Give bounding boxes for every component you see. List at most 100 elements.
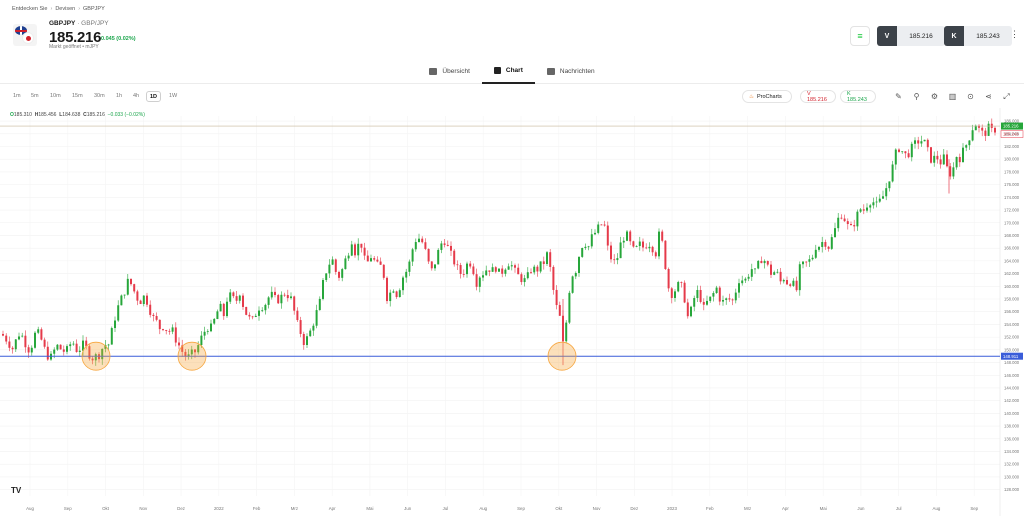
candle-body: [782, 280, 785, 282]
pen-icon[interactable]: ✎: [895, 92, 902, 101]
candle-body: [251, 316, 254, 318]
ticker-pair: GBP/JPY: [81, 20, 109, 27]
candle-body: [75, 343, 78, 352]
price-tick-label: 140.000: [1004, 411, 1020, 416]
timeframe-1h[interactable]: 1h: [116, 93, 123, 99]
buy-button[interactable]: K 185.243: [944, 26, 1012, 46]
sell-label: V: [877, 26, 897, 46]
tab-news-label: Nachrichten: [559, 67, 595, 75]
chart-type-icon[interactable]: ▥: [948, 92, 957, 101]
candle-body: [82, 340, 84, 351]
timeframe-30m[interactable]: 30m: [94, 93, 105, 99]
candle-body: [699, 289, 702, 302]
candle-body: [677, 282, 680, 292]
timeframe-1m[interactable]: 1m: [13, 93, 21, 99]
time-tick-label: Aug: [26, 506, 34, 511]
breadcrumb-separator-icon: ›: [78, 6, 81, 12]
price-tick-label: 136.000: [1004, 436, 1020, 441]
candle-body: [965, 145, 968, 148]
candle-body: [514, 265, 516, 268]
price-tick-label: 132.000: [1004, 462, 1020, 467]
breadcrumb-item-discover[interactable]: Entdecken Sie: [12, 6, 48, 12]
buy-price-tag-label: 185.243: [1003, 132, 1019, 137]
candle-body: [894, 149, 897, 165]
candle-body: [386, 277, 388, 302]
candle-body: [770, 264, 772, 275]
japan-flag-icon: [22, 32, 34, 44]
candle-body: [955, 156, 958, 168]
timeframe-1d[interactable]: 1D: [146, 91, 162, 102]
candle-body: [165, 330, 168, 331]
candle-body: [613, 259, 616, 261]
time-tick-label: Jun: [857, 506, 865, 511]
candle-body: [136, 291, 139, 301]
candle-body: [504, 269, 507, 274]
candle-body: [930, 147, 932, 163]
time-tick-label: Sep: [64, 506, 72, 511]
candle-body: [18, 336, 20, 340]
candle-body: [331, 259, 334, 265]
buy-pill-button[interactable]: K 185.243: [840, 90, 876, 103]
settings-icon[interactable]: ⚙: [930, 92, 939, 101]
price-tick-label: 134.000: [1004, 449, 1020, 454]
candle-body: [354, 244, 356, 256]
watchlist-add-button[interactable]: ≡: [850, 26, 870, 46]
candle-body: [203, 331, 206, 336]
candle-body: [958, 156, 961, 163]
indicators-icon[interactable]: ⚲: [913, 92, 920, 101]
candle-body: [859, 209, 862, 212]
buy-label: K: [944, 26, 964, 46]
timeframe-1w[interactable]: 1W: [169, 93, 178, 99]
candle-body: [488, 270, 491, 272]
candle-body: [485, 270, 488, 276]
breadcrumb-item-current: GBPJPY: [83, 6, 105, 12]
sell-button[interactable]: V 185.216: [877, 26, 945, 46]
more-options-icon[interactable]: ⋮: [1010, 29, 1019, 39]
share-icon[interactable]: ⋖: [985, 92, 992, 101]
candle-body: [952, 167, 955, 177]
candle-body: [994, 127, 996, 133]
candle-body: [824, 242, 827, 247]
flame-icon: ♨: [749, 93, 754, 100]
breadcrumb-item-forex[interactable]: Devisen: [55, 6, 76, 12]
candle-body: [968, 140, 971, 146]
timeframe-5m[interactable]: 5m: [31, 93, 39, 99]
candle-body: [702, 301, 705, 305]
procharts-button[interactable]: ♨ ProCharts: [742, 90, 792, 103]
compare-icon[interactable]: ⊙: [967, 92, 974, 101]
fullscreen-icon[interactable]: ⤢: [1003, 92, 1010, 101]
candle-body: [133, 284, 136, 292]
candle-body: [712, 293, 715, 297]
price-chart[interactable]: 185.216 185.243 148.911 186.000 184.000 182.…: [0, 108, 1024, 516]
candle-body: [923, 139, 926, 142]
candle-body: [926, 139, 929, 148]
ticker-line: GBPJPY · GBP/JPY: [49, 20, 109, 27]
candle-body: [2, 333, 4, 336]
candle-body: [978, 125, 980, 128]
breadcrumb-separator-icon: ›: [50, 6, 53, 12]
candle-body: [718, 287, 721, 302]
breadcrumb: Entdecken Sie › Devisen › GBPJPY: [12, 6, 105, 12]
timeframe-10m[interactable]: 10m: [50, 93, 61, 99]
tab-overview[interactable]: Übersicht: [417, 58, 481, 84]
price-tick-label: 180.000: [1004, 157, 1020, 162]
timeframe-4h[interactable]: 4h: [133, 93, 140, 99]
price-tick-label: 172.000: [1004, 208, 1020, 213]
tab-chart[interactable]: Chart: [481, 58, 535, 84]
timeframe-15m[interactable]: 15m: [72, 93, 83, 99]
candle-body: [456, 264, 459, 266]
candle-body: [494, 267, 497, 272]
tab-news[interactable]: Nachrichten: [535, 58, 607, 84]
sell-pill-button[interactable]: V 185.216: [800, 90, 836, 103]
candle-body: [261, 310, 264, 312]
candle-body: [667, 268, 670, 289]
candle-body: [248, 314, 251, 317]
price-tick-label: 142.000: [1004, 398, 1020, 403]
candle-body: [450, 245, 452, 251]
candle-body: [11, 347, 14, 350]
price-tick-label: 160.000: [1004, 284, 1020, 289]
candle-body: [88, 346, 91, 359]
candle-body: [373, 258, 376, 260]
candle-body: [635, 246, 638, 247]
candle-body: [542, 261, 545, 264]
